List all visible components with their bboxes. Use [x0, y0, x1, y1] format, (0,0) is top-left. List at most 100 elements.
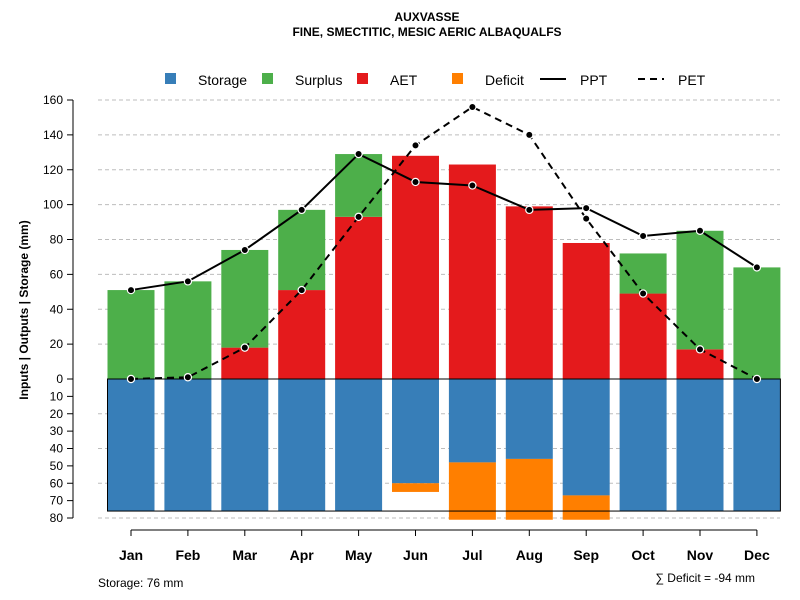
y-tick-label: 40	[50, 442, 64, 456]
y-tick-label: 160	[43, 93, 63, 107]
bars	[107, 154, 781, 520]
y-tick-label: 30	[50, 424, 64, 438]
aet-bar	[392, 155, 439, 379]
x-tick-label: Apr	[290, 547, 315, 563]
y-tick-label: 70	[50, 494, 64, 508]
pet-point	[411, 141, 420, 150]
x-tick-label: May	[345, 547, 372, 563]
pet-point	[468, 102, 477, 112]
x-tick-label: Mar	[232, 547, 257, 563]
legend-label: Storage	[198, 72, 247, 88]
y-tick-label: 20	[50, 407, 64, 421]
axes: 0 20 40 60 80 100 120 140 160 10 20 30 40 50 60 70 80 Jan…	[43, 93, 770, 563]
pet-point	[695, 345, 705, 354]
x-tick-label: Sep	[573, 547, 599, 563]
x-tick-label: Dec	[744, 547, 770, 563]
legend-swatch	[452, 73, 463, 84]
storage-bar	[107, 379, 155, 512]
x-tick-label: Feb	[175, 547, 200, 563]
ppt-point	[525, 205, 534, 215]
x-tick-label: Oct	[631, 547, 655, 563]
x-tick-label: Nov	[687, 547, 714, 563]
storage-bar	[278, 379, 326, 512]
storage-bar	[392, 379, 439, 484]
x-tick-label: Jan	[119, 547, 143, 563]
y-tick-label: 120	[43, 163, 63, 177]
surplus-bar	[164, 281, 212, 379]
ppt-point	[126, 285, 136, 295]
legend-swatch	[357, 73, 368, 84]
storage-bar	[221, 379, 269, 512]
y-tick-label: 40	[50, 302, 64, 316]
legend-swatch	[262, 73, 273, 84]
deficit-bar	[392, 483, 439, 492]
ppt-point	[183, 277, 193, 286]
surplus-bar	[335, 154, 383, 217]
surplus-bar	[221, 249, 269, 348]
deficit-note: ∑ Deficit = -94 mm	[655, 571, 755, 585]
pet-line	[130, 105, 758, 380]
ppt-point	[638, 231, 648, 241]
x-tick-label: Jun	[403, 547, 428, 563]
legend-label: PPT	[580, 72, 608, 88]
y-tick-label: 100	[43, 198, 63, 212]
ppt-point	[695, 226, 705, 235]
legend-swatch	[165, 73, 176, 84]
pet-point	[638, 289, 648, 298]
pet-point	[354, 212, 363, 222]
ppt-point	[297, 205, 306, 215]
pet-point	[126, 374, 136, 384]
y-tick-label: 0	[56, 372, 63, 386]
y-tick-label: 60	[50, 476, 64, 490]
legend-label: AET	[390, 72, 418, 88]
surplus-bar	[676, 230, 724, 350]
chart-title: AUXVASSE	[394, 10, 459, 24]
ppt-point	[468, 181, 477, 190]
pet-point	[297, 285, 306, 295]
storage-bar	[562, 379, 610, 496]
storage-bar	[448, 379, 496, 463]
aet-bar	[562, 242, 610, 379]
legend-label: Deficit	[485, 72, 524, 88]
lines	[126, 102, 762, 384]
aet-bar	[505, 206, 553, 379]
aet-bar	[676, 349, 724, 379]
ppt-point	[411, 177, 420, 187]
pet-point	[183, 373, 193, 382]
y-tick-label: 80	[50, 511, 64, 525]
storage-bar	[733, 379, 781, 512]
ppt-line	[130, 152, 758, 292]
ppt-point	[240, 245, 249, 255]
pet-point	[752, 374, 762, 384]
ppt-point	[752, 263, 762, 272]
y-tick-label: 20	[50, 337, 64, 351]
y-tick-label: 50	[50, 459, 64, 473]
legend-label: PET	[678, 72, 706, 88]
storage-note: Storage: 76 mm	[98, 576, 183, 590]
chart-subtitle: FINE, SMECTITIC, MESIC AERIC ALBAQUALFS	[292, 25, 561, 39]
deficit-bar	[562, 495, 610, 520]
ppt-point	[582, 203, 591, 213]
plot-frame	[107, 378, 781, 512]
aet-bar	[448, 164, 496, 379]
storage-bar	[619, 379, 667, 512]
aet-bar	[335, 216, 383, 379]
deficit-bar	[505, 458, 553, 520]
x-tick-label: Jul	[462, 547, 482, 563]
aet-bar	[221, 347, 269, 379]
deficit-bar	[448, 462, 496, 520]
x-tick-label: Aug	[516, 547, 543, 563]
y-tick-label: 60	[50, 267, 64, 281]
storage-bar	[505, 379, 553, 459]
storage-bar	[164, 379, 212, 512]
aet-bar	[278, 290, 326, 379]
pet-point	[240, 343, 249, 352]
pet-point	[525, 130, 534, 140]
surplus-bar	[733, 267, 781, 379]
y-tick-label: 80	[50, 233, 64, 247]
pet-point	[582, 214, 591, 223]
surplus-bar	[278, 209, 326, 291]
y-tick-label: 140	[43, 128, 63, 142]
surplus-bar	[107, 290, 155, 379]
